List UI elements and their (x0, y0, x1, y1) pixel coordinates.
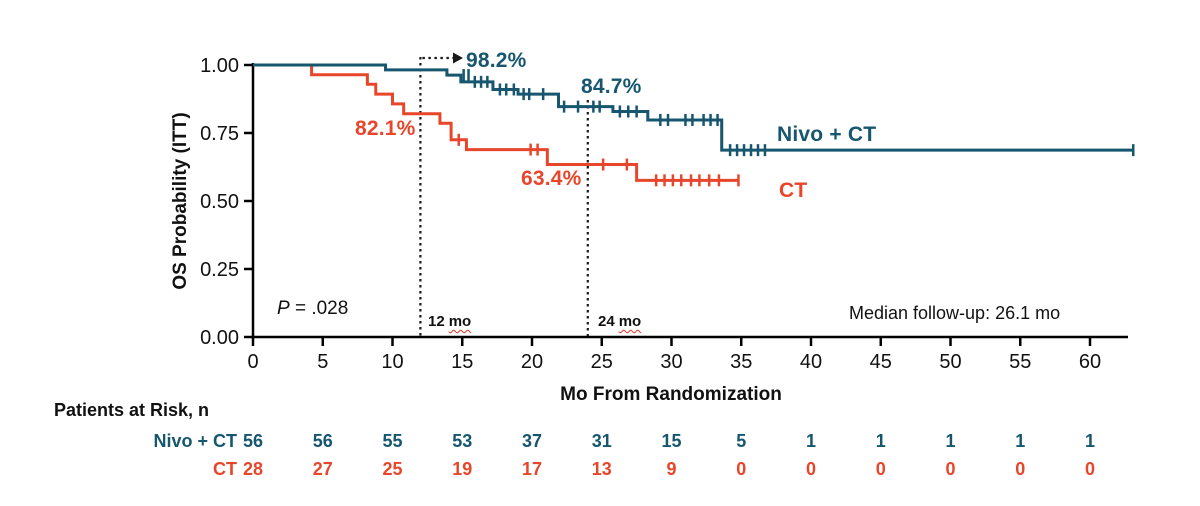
x-tick-label: 10 (381, 351, 403, 373)
ref-12-number: 12 (428, 313, 445, 330)
annotation-nivo-24mo: 84.7% (581, 75, 642, 98)
y-tick-label: 0.25 (200, 259, 239, 281)
risk-value: 56 (243, 431, 263, 451)
risk-value: 53 (452, 431, 472, 451)
risk-value: 0 (1015, 459, 1025, 479)
risk-value: 1 (806, 431, 816, 451)
ref-12-unit: mo (448, 313, 472, 330)
annotation-ct-12mo: 82.1% (355, 117, 416, 140)
risk-value: 25 (382, 459, 402, 479)
risk-value: 0 (876, 459, 886, 479)
risk-value: 0 (1085, 459, 1095, 479)
annotation-arrow-head (453, 52, 463, 64)
x-tick-label: 15 (451, 351, 473, 373)
risk-value: 1 (945, 431, 955, 451)
ref-label-12mo: 12 mo (428, 313, 471, 330)
ref-24-unit: mo (618, 313, 642, 330)
risk-row-label-nivo-ct: Nivo + CT (153, 431, 237, 451)
x-tick-label: 20 (521, 351, 543, 373)
x-tick-label: 55 (1009, 351, 1031, 373)
series-label-ct: CT (779, 179, 808, 202)
y-tick-label: 0.75 (200, 123, 239, 145)
km-curve-ct (253, 63, 739, 182)
ref-24-number: 24 (598, 313, 615, 330)
p-value-symbol: P (277, 298, 290, 319)
risk-value: 0 (736, 459, 746, 479)
risk-value: 55 (382, 431, 402, 451)
risk-value: 27 (313, 459, 333, 479)
risk-value: 0 (945, 459, 955, 479)
y-tick-label: 0.50 (200, 191, 239, 213)
median-followup: Median follow-up: 26.1 mo (849, 303, 1061, 323)
x-tick-label: 45 (870, 351, 892, 373)
risk-value: 56 (313, 431, 333, 451)
x-tick-label: 60 (1079, 351, 1101, 373)
risk-value: 1 (876, 431, 886, 451)
risk-value: 17 (522, 459, 542, 479)
x-tick-label: 40 (800, 351, 822, 373)
annotation-nivo-12mo: 98.2% (466, 49, 527, 72)
x-tick-label: 30 (660, 351, 682, 373)
y-axis-title: OS Probability (ITT) (170, 112, 191, 290)
risk-value: 1 (1015, 431, 1025, 451)
risk-value: 13 (592, 459, 612, 479)
series-label-nivo-ct: Nivo + CT (777, 123, 877, 146)
risk-value: 0 (806, 459, 816, 479)
risk-value: 1 (1085, 431, 1095, 451)
ref-label-24mo: 24 mo (598, 313, 641, 330)
y-tick-label: 0.00 (200, 327, 239, 349)
risk-value: 9 (666, 459, 676, 479)
risk-value: 5 (736, 431, 746, 451)
risk-value: 15 (661, 431, 681, 451)
risk-table-title: Patients at Risk, n (54, 400, 210, 420)
x-tick-label: 5 (317, 351, 328, 373)
x-tick-label: 35 (730, 351, 752, 373)
x-tick-label: 50 (939, 351, 961, 373)
p-value: P = .028 (277, 298, 348, 320)
risk-value: 31 (592, 431, 612, 451)
p-value-number: = .028 (289, 298, 349, 319)
x-tick-label: 0 (247, 351, 258, 373)
risk-value: 37 (522, 431, 542, 451)
x-axis-title: Mo From Randomization (560, 384, 782, 405)
annotation-ct-24mo: 63.4% (521, 167, 582, 190)
km-curve-nivo-ct (253, 63, 1134, 152)
y-tick-label: 1.00 (200, 55, 239, 77)
risk-row-label-ct: CT (213, 459, 237, 479)
x-tick-label: 25 (591, 351, 613, 373)
risk-value: 19 (452, 459, 472, 479)
risk-value: 28 (243, 459, 263, 479)
